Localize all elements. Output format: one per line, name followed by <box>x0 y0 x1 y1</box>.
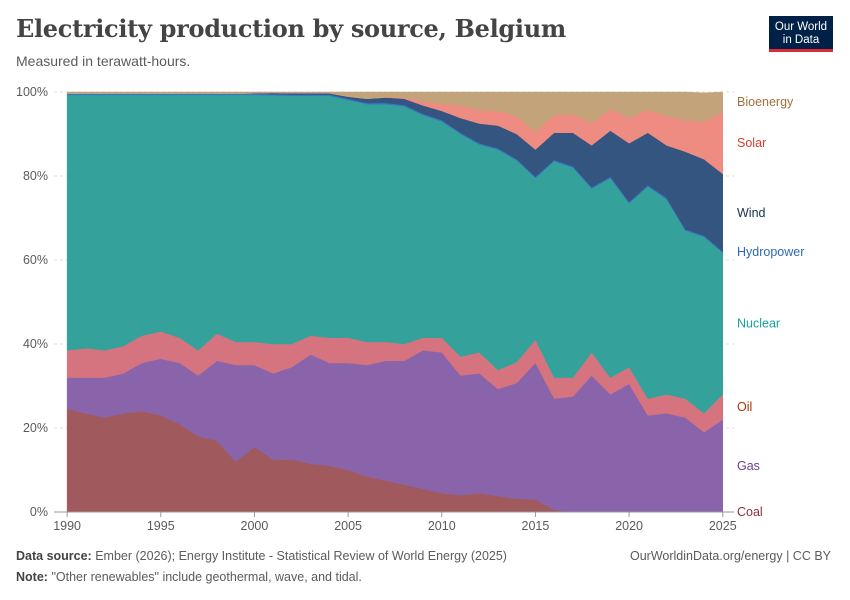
source-label: Data source: <box>16 549 92 563</box>
series-label-hydropower[interactable]: Hydropower <box>737 245 804 259</box>
series-label-nuclear[interactable]: Nuclear <box>737 317 780 331</box>
x-tick-label: 2015 <box>522 519 550 533</box>
y-tick-label: 100% <box>16 85 48 99</box>
area-bioenergy[interactable] <box>66 91 724 132</box>
x-tick-label: 2025 <box>709 519 737 533</box>
series-label-bioenergy[interactable]: Bioenergy <box>737 95 794 109</box>
x-tick-label: 1995 <box>147 519 175 533</box>
series-label-coal[interactable]: Coal <box>737 505 763 519</box>
y-tick-label: 20% <box>23 421 48 435</box>
page-subtitle: Measured in terawatt-hours. <box>16 53 191 69</box>
series-label-wind[interactable]: Wind <box>737 206 766 220</box>
series-label-oil[interactable]: Oil <box>737 400 752 414</box>
series-labels[interactable]: Coal Gas Oil Nuclear Hydropower Wind Solar Bioe… <box>737 95 804 519</box>
chart-note: Note: "Other renewables" include geother… <box>16 570 362 584</box>
note-text: "Other renewables" include geothermal, w… <box>51 570 362 584</box>
x-tick-label: 2005 <box>334 519 362 533</box>
y-tick-label: 60% <box>23 253 48 267</box>
source-text[interactable]: Ember (2026); Energy Institute - Statist… <box>95 549 507 563</box>
note-label: Note: <box>16 570 48 584</box>
logo-line-2: in Data <box>782 33 820 46</box>
y-axis: 0% 20% 40% 60% 80% 100% <box>16 85 48 519</box>
data-source: Data source: Ember (2026); Energy Instit… <box>16 549 507 563</box>
logo-line-1: Our World <box>774 21 828 33</box>
y-tick-label: 0% <box>30 505 48 519</box>
page-title: Electricity production by source, Belgiu… <box>16 14 566 43</box>
series-label-gas[interactable]: Gas <box>737 459 760 473</box>
x-tick-label: 2000 <box>241 519 269 533</box>
series-label-solar[interactable]: Solar <box>737 136 766 150</box>
owid-logo[interactable]: Our World in Data <box>769 16 833 52</box>
x-tick-label: 1990 <box>53 519 81 533</box>
credit-link[interactable]: OurWorldinData.org/energy | CC BY <box>629 549 831 563</box>
x-axis: 1990 1995 2000 2005 2010 2015 2020 2025 <box>53 511 737 533</box>
x-tick-label: 2010 <box>428 519 456 533</box>
y-tick-label: 80% <box>23 169 48 183</box>
y-tick-label: 40% <box>23 337 48 351</box>
stacked-area-chart[interactable]: 0% 20% 40% 60% 80% 100% 1990 1995 2000 2005 2010 2… <box>0 0 850 540</box>
area-series[interactable] <box>66 91 724 513</box>
x-tick-label: 2020 <box>615 519 643 533</box>
